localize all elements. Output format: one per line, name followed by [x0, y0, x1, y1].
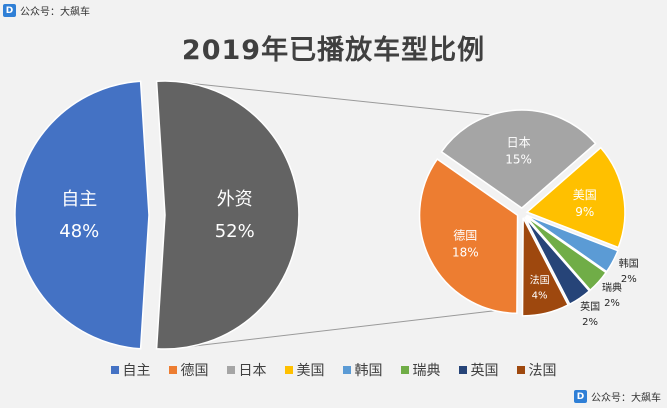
breakdown-pie-category-label: 美国 [573, 188, 597, 202]
breakdown-pie-slice [521, 217, 570, 317]
connector-line-bottom [169, 309, 506, 350]
legend-swatch [342, 366, 351, 374]
breakdown-pie-value-label: 2% [604, 298, 620, 309]
main-pie-value-label: 52% [215, 221, 255, 242]
legend-label: 美国 [296, 363, 325, 379]
main-pie-category-label: 外资 [217, 189, 253, 210]
breakdown-pie-value-label: 18% [452, 245, 479, 259]
legend-item: 法国 [516, 360, 557, 380]
legend-swatch [168, 366, 177, 374]
breakdown-pie-category-label: 瑞典 [602, 281, 622, 294]
main-pie-category-label: 自主 [61, 189, 97, 210]
breakdown-pie-category-label: 德国 [453, 227, 477, 242]
breakdown-pie-category-label: 英国 [580, 300, 600, 313]
legend-label: 韩国 [354, 363, 383, 379]
legend-swatch [516, 366, 525, 374]
legend-swatch [226, 366, 235, 374]
watermark-text: 公众号：大飙车 [591, 393, 661, 404]
breakdown-pie-slice [418, 158, 519, 315]
main-pie-value-label: 48% [59, 221, 99, 242]
legend-label: 瑞典 [412, 363, 441, 379]
main-pie-slice [155, 80, 300, 350]
legend-item: 德国 [168, 360, 209, 380]
legend-item: 美国 [284, 360, 325, 380]
legend-swatch [110, 366, 119, 374]
watermark-bottom: D 公众号：大飙车 [574, 389, 661, 404]
connector-line-top [169, 80, 506, 117]
breakdown-pie-value-label: 15% [505, 152, 532, 166]
legend-swatch [400, 366, 409, 374]
breakdown-pie-slice [525, 146, 626, 249]
watermark-text: 公众号：大飙车 [20, 7, 90, 18]
watermark-logo-icon: D [3, 4, 16, 17]
legend-label: 法国 [528, 363, 557, 379]
breakdown-pie-category-label: 韩国 [619, 257, 639, 270]
breakdown-pie-category-label: 法国 [530, 274, 550, 287]
main-pie: 自主 48% 外资 52% [14, 80, 300, 350]
chart-title: 2019年已播放车型比例 [181, 35, 486, 66]
breakdown-pie-category-label: 日本 [507, 135, 531, 149]
breakdown-pie-value-label: 4% [532, 291, 548, 302]
main-pie-slice [14, 80, 150, 350]
legend-label: 英国 [470, 363, 499, 379]
watermark-top: D 公众号：大飙车 [3, 3, 90, 18]
legend-label: 日本 [238, 363, 267, 379]
breakdown-pie-slice [524, 216, 591, 306]
legend-item: 韩国 [342, 360, 383, 380]
legend-swatch [458, 366, 467, 374]
legend-item: 自主 [110, 360, 151, 380]
breakdown-pie-slice [525, 215, 608, 292]
legend-label: 德国 [180, 363, 209, 379]
legend-item: 瑞典 [400, 360, 441, 380]
legend-item: 英国 [458, 360, 499, 380]
legend-label: 自主 [122, 363, 151, 379]
breakdown-pie-value-label: 2% [621, 274, 637, 285]
legend-swatch [284, 366, 293, 374]
legend-item: 日本 [226, 360, 267, 380]
breakdown-pie-slice [440, 109, 597, 209]
breakdown-pie-value-label: 2% [582, 317, 598, 328]
chart-legend: 自主 德国 日本 美国 韩国 瑞典 英国 法国 [0, 360, 667, 380]
breakdown-pie-value-label: 9% [575, 205, 594, 219]
breakdown-pie-slice [525, 214, 619, 273]
watermark-logo-icon: D [574, 390, 587, 403]
